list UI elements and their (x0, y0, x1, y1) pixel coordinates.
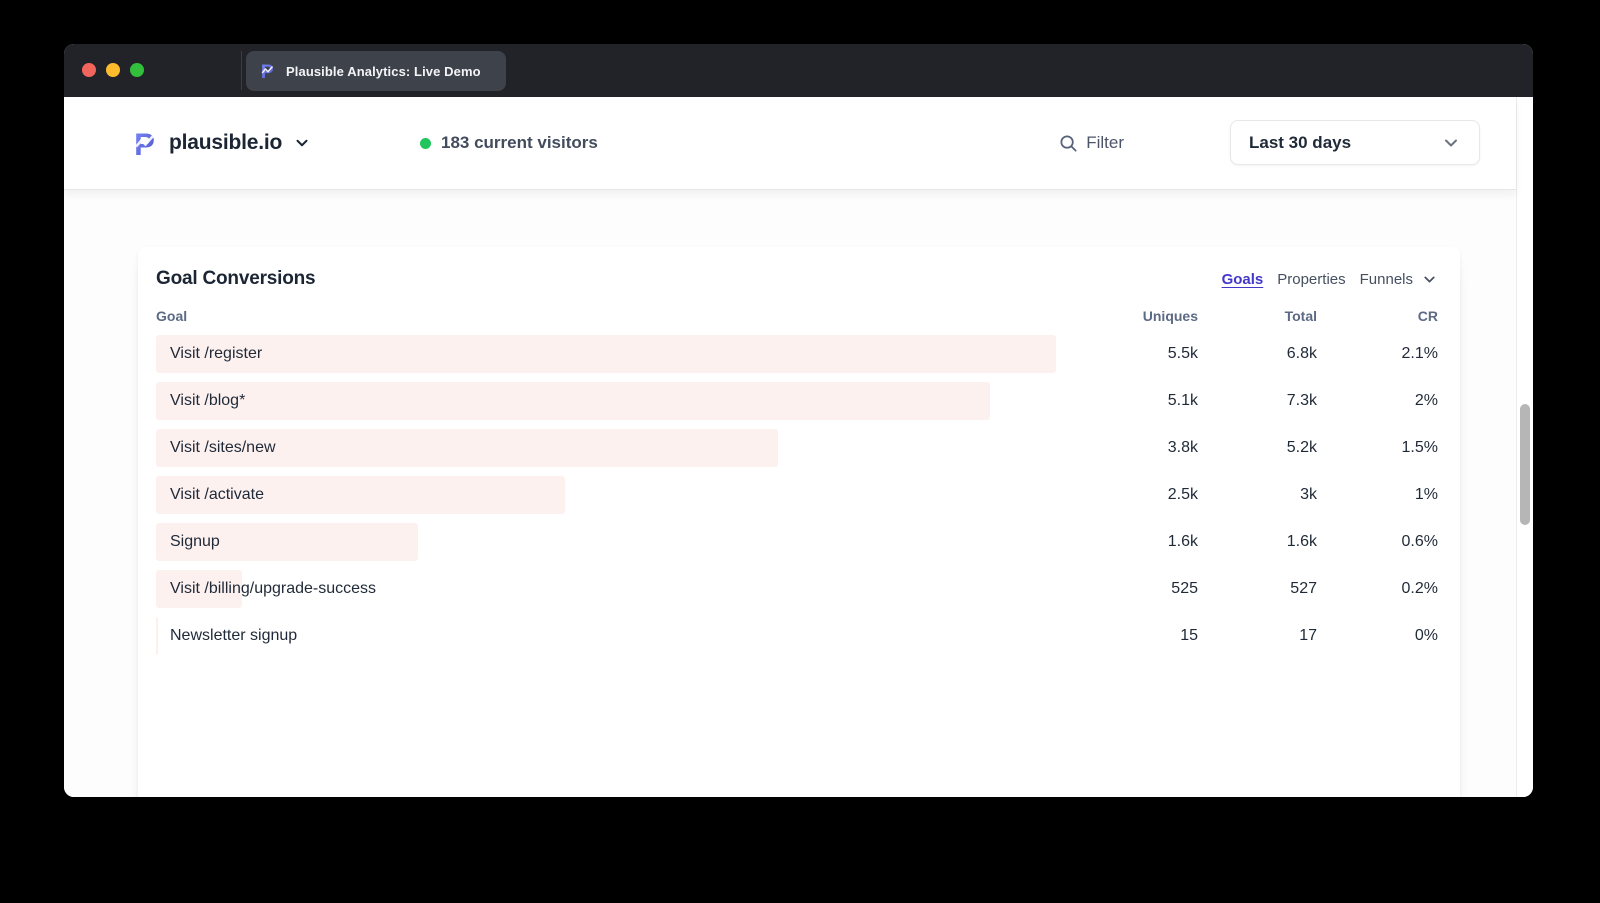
site-name: plausible.io (169, 131, 283, 154)
goal-bar (156, 617, 159, 655)
total-value: 6.8k (1286, 345, 1317, 362)
plausible-favicon-icon: P (261, 62, 274, 80)
uniques-value: 1.6k (1167, 533, 1198, 550)
dashboard-content: Goal Conversions Goals Properties Funnel… (64, 190, 1516, 797)
total-value: 17 (1299, 627, 1317, 644)
total-value: 5.2k (1286, 439, 1317, 456)
uniques-value: 5.1k (1167, 392, 1198, 409)
goal-bar (156, 382, 991, 420)
total-value: 527 (1290, 580, 1317, 597)
tab-goals[interactable]: Goals (1221, 270, 1264, 288)
browser-tab[interactable]: P Plausible Analytics: Live Demo (246, 51, 506, 91)
goal-bar-cell: Visit /billing/upgrade-success (156, 570, 1079, 608)
site-switcher[interactable]: P plausible.io (133, 97, 311, 189)
goal-row[interactable]: Signup 1.6k 1.6k 0.6% (156, 523, 1438, 561)
card-title: Goal Conversions (156, 268, 316, 289)
goal-rows: Visit /register 5.5k 6.8k 2.1% Visit /blog* 5… (156, 335, 1438, 655)
chevron-down-icon[interactable] (1421, 271, 1438, 288)
column-goal: Goal (156, 308, 188, 324)
goal-bar-cell: Visit /sites/new (156, 429, 1079, 467)
chevron-down-icon (296, 139, 308, 147)
uniques-value: 2.5k (1167, 486, 1198, 503)
table-header: Goal Uniques Total CR (156, 308, 1438, 324)
total-value: 7.3k (1286, 392, 1317, 409)
current-visitors-label: 183 current visitors (441, 133, 598, 152)
column-uniques: Uniques (1142, 308, 1198, 324)
tab-funnels[interactable]: Funnels (1359, 270, 1413, 288)
cr-value: 1.5% (1401, 439, 1438, 456)
search-icon (1060, 134, 1077, 152)
cr-value: 0.6% (1401, 533, 1438, 550)
maximize-window-button[interactable] (130, 63, 144, 77)
goal-row[interactable]: Visit /activate 2.5k 3k 1% (156, 476, 1438, 514)
goal-row[interactable]: Visit /billing/upgrade-success 525 527 0.2% (156, 570, 1438, 608)
goal-row[interactable]: Newsletter signup 15 17 0% (156, 617, 1438, 655)
goal-bar-cell: Signup (156, 523, 1079, 561)
browser-tabbar: P Plausible Analytics: Live Demo (64, 44, 1533, 97)
cr-value: 0.2% (1401, 580, 1438, 597)
goal-bar (156, 523, 418, 561)
goal-row[interactable]: Visit /blog* 5.1k 7.3k 2% (156, 382, 1438, 420)
filter-button[interactable]: Filter (1058, 97, 1124, 189)
goal-row[interactable]: Visit /register 5.5k 6.8k 2.1% (156, 335, 1438, 373)
uniques-value: 15 (1180, 627, 1198, 644)
goal-label[interactable]: Visit /sites/new (170, 439, 276, 456)
close-window-button[interactable] (82, 63, 96, 77)
goal-label[interactable]: Visit /activate (170, 486, 264, 503)
total-value: 3k (1300, 486, 1317, 503)
cr-value: 0% (1414, 627, 1438, 644)
total-value: 1.6k (1286, 533, 1317, 550)
goal-conversions-card: Goal Conversions Goals Properties Funnel… (138, 247, 1460, 797)
site-header: P plausible.io 183 current visitors Filt… (64, 97, 1516, 190)
goal-label[interactable]: Visit /register (170, 345, 263, 362)
scrollbar-thumb[interactable] (1520, 404, 1530, 525)
cr-value: 1% (1414, 486, 1438, 503)
live-dot-icon (420, 137, 431, 149)
plausible-logo-icon: P (134, 129, 155, 158)
filter-label: Filter (1086, 133, 1124, 152)
cr-value: 2.1% (1401, 345, 1438, 362)
goal-bar (156, 476, 566, 514)
goal-bar (156, 570, 242, 608)
report-tabs: Goals Properties Funnels (1222, 271, 1438, 288)
browser-window: P Plausible Analytics: Live Demo P plaus… (64, 44, 1533, 797)
minimize-window-button[interactable] (106, 63, 120, 77)
goal-label[interactable]: Signup (170, 533, 220, 550)
goal-bar-cell: Visit /register (156, 335, 1079, 373)
uniques-value: 525 (1171, 580, 1198, 597)
goal-bar (156, 429, 778, 467)
column-cr: CR (1417, 308, 1438, 324)
goal-label[interactable]: Visit /blog* (170, 392, 246, 409)
cr-value: 2% (1414, 392, 1438, 409)
uniques-value: 3.8k (1167, 439, 1198, 456)
date-range-picker[interactable]: Last 30 days (1230, 120, 1480, 165)
scrollbar-track[interactable] (1516, 97, 1533, 797)
tab-separator (241, 51, 242, 90)
tab-title: Plausible Analytics: Live Demo (286, 63, 481, 79)
date-range-label: Last 30 days (1249, 132, 1352, 152)
chevron-down-icon (1445, 139, 1457, 146)
goal-row[interactable]: Visit /sites/new 3.8k 5.2k 1.5% (156, 429, 1438, 467)
tab-properties[interactable]: Properties (1277, 270, 1346, 288)
goal-label[interactable]: Newsletter signup (170, 627, 298, 644)
goal-label[interactable]: Visit /billing/upgrade-success (170, 580, 377, 597)
column-total: Total (1284, 308, 1317, 324)
goal-bar (156, 335, 1056, 373)
current-visitors[interactable]: 183 current visitors (420, 97, 598, 189)
goal-bar-cell: Visit /blog* (156, 382, 1079, 420)
goal-bar-cell: Visit /activate (156, 476, 1079, 514)
goal-bar-cell: Newsletter signup (156, 617, 1079, 655)
uniques-value: 5.5k (1167, 345, 1198, 362)
